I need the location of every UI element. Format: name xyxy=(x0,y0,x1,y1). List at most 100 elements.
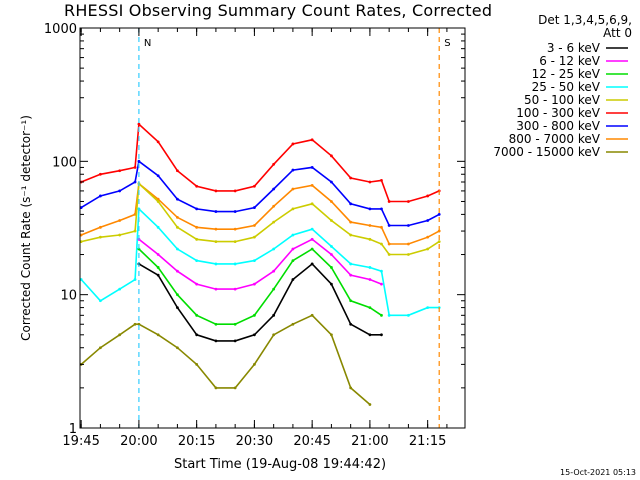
data-point xyxy=(330,266,333,269)
x-tick-label: 19:45 xyxy=(62,434,99,449)
data-point xyxy=(330,253,333,256)
data-point xyxy=(272,313,276,317)
data-point xyxy=(349,202,353,206)
data-point xyxy=(176,306,179,309)
data-point xyxy=(214,240,218,244)
legend-label: 3 - 6 keV xyxy=(547,41,601,55)
data-point xyxy=(291,233,295,237)
data-point xyxy=(310,183,314,187)
x-tick-label: 21:00 xyxy=(351,434,388,449)
data-point xyxy=(99,346,102,350)
series-line xyxy=(80,207,440,317)
data-point xyxy=(310,262,314,266)
y-tick-label: 1000 xyxy=(44,22,77,37)
data-point xyxy=(368,403,372,406)
data-point xyxy=(214,210,218,213)
data-point xyxy=(195,259,199,263)
data-point xyxy=(214,262,218,266)
legend-label: 800 - 7000 keV xyxy=(509,132,601,146)
data-point xyxy=(368,266,372,269)
data-point xyxy=(176,269,179,273)
data-point xyxy=(195,237,199,241)
data-point xyxy=(291,187,295,191)
series-line xyxy=(80,122,440,203)
data-point xyxy=(214,322,218,326)
data-point xyxy=(233,210,237,213)
data-point xyxy=(407,313,410,317)
data-point xyxy=(133,278,137,281)
axis-layer: 1 10 100 1000 19:45 20:00 20:15 20:30 20:45 21:00… xyxy=(44,22,465,449)
y-tick-label: 10 xyxy=(60,289,77,304)
data-point xyxy=(253,206,256,209)
data-point xyxy=(368,180,372,184)
data-point xyxy=(368,237,372,241)
y-tick-label: 100 xyxy=(52,155,77,170)
data-point xyxy=(137,159,141,163)
data-point xyxy=(368,306,372,309)
data-point xyxy=(176,346,179,350)
data-point xyxy=(156,200,160,203)
data-point xyxy=(214,189,218,193)
data-point xyxy=(156,225,160,229)
data-point xyxy=(387,253,391,256)
data-point xyxy=(349,386,353,390)
data-point xyxy=(380,242,383,246)
data-point xyxy=(253,235,256,239)
legend-label: 300 - 800 keV xyxy=(516,119,600,133)
data-point xyxy=(272,269,276,273)
data-point xyxy=(349,176,353,180)
legend-label: 25 - 50 keV xyxy=(532,80,601,94)
marker-label: S xyxy=(444,38,450,49)
data-point xyxy=(233,339,237,343)
legend-label: 50 - 100 keV xyxy=(524,93,601,107)
data-point xyxy=(310,227,314,231)
data-point xyxy=(253,362,256,366)
x-axis-label: Start Time (19-Aug-08 19:44:42) xyxy=(174,457,386,472)
data-point xyxy=(426,306,430,309)
data-point xyxy=(426,235,430,239)
data-point xyxy=(272,204,276,208)
y-tick-label: 1 xyxy=(69,422,77,437)
data-point xyxy=(99,235,102,239)
legend-label: 7000 - 15000 keV xyxy=(493,145,600,159)
data-point xyxy=(368,224,372,227)
data-point xyxy=(349,299,353,303)
data-point xyxy=(426,194,430,198)
data-point xyxy=(156,266,160,269)
data-point xyxy=(426,247,430,251)
data-point xyxy=(387,242,391,246)
footer-timestamp: 15-Oct-2021 05:13 xyxy=(560,468,636,477)
data-point xyxy=(426,219,430,222)
series-line xyxy=(138,262,382,342)
data-point xyxy=(253,333,256,337)
data-point xyxy=(349,322,353,326)
data-point xyxy=(99,194,102,198)
data-point xyxy=(387,224,391,227)
series-line xyxy=(138,247,382,325)
data-point xyxy=(272,287,276,291)
series-line xyxy=(81,181,440,256)
data-point xyxy=(118,169,122,173)
series-line xyxy=(80,314,371,406)
data-point xyxy=(349,262,353,266)
data-point xyxy=(118,189,122,193)
data-point xyxy=(133,180,137,184)
data-point xyxy=(133,322,137,326)
data-point xyxy=(137,322,141,326)
data-point xyxy=(349,273,353,277)
data-point xyxy=(156,140,160,144)
chart-title: RHESSI Observing Summary Count Rates, Co… xyxy=(64,1,493,20)
data-point xyxy=(176,197,179,201)
data-point xyxy=(99,299,102,303)
data-point xyxy=(330,200,333,203)
data-point xyxy=(233,189,237,193)
data-point xyxy=(291,168,295,172)
data-point xyxy=(387,313,391,317)
data-point xyxy=(407,242,410,246)
data-point xyxy=(272,333,276,337)
series-line xyxy=(138,238,382,290)
data-point xyxy=(407,200,410,203)
data-point xyxy=(380,178,383,182)
